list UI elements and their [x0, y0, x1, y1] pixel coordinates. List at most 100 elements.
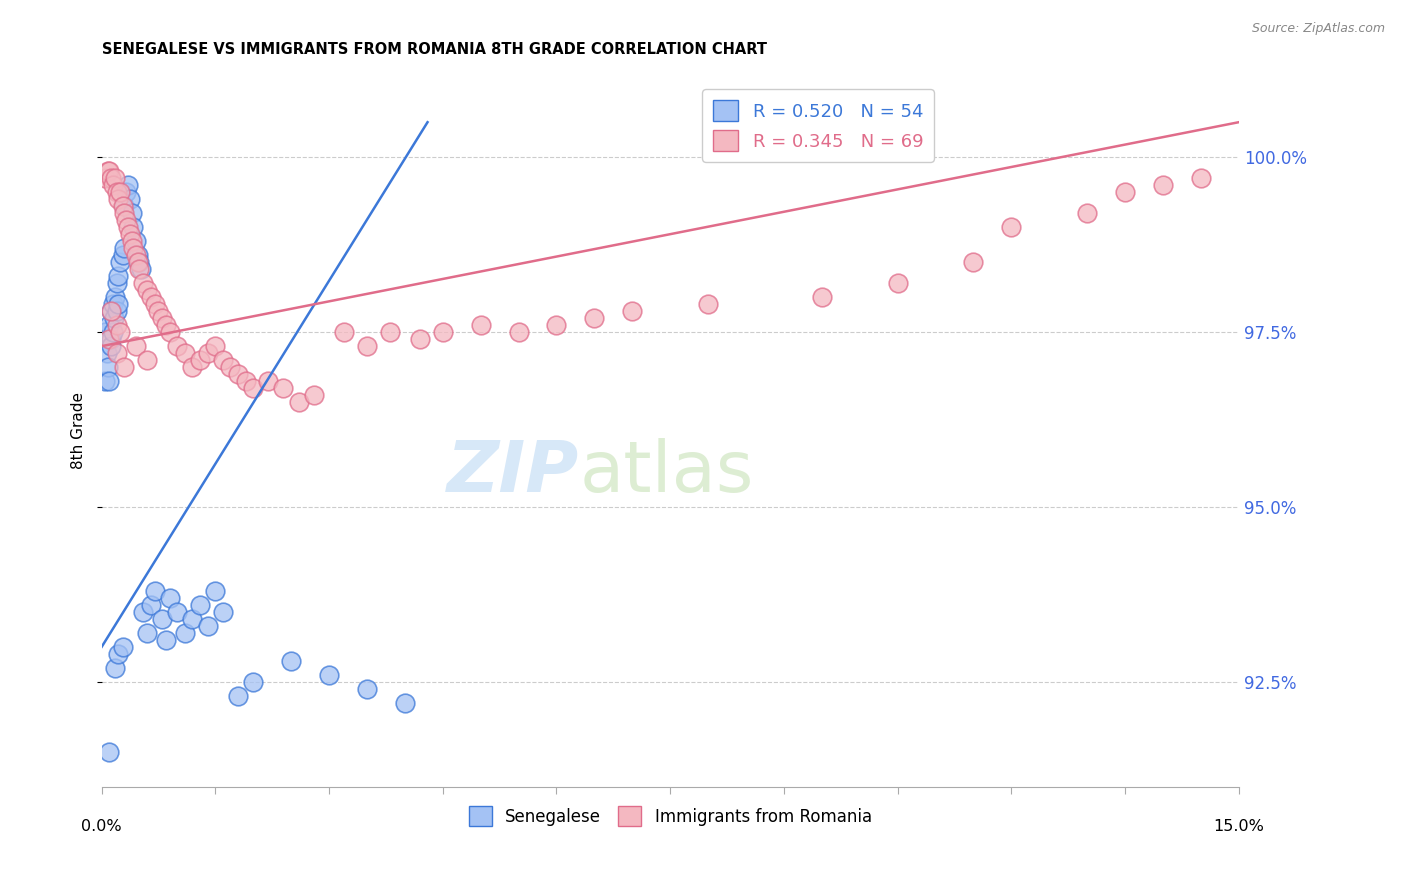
- Point: [117, 220, 139, 235]
- Point: [96, 346, 118, 360]
- Point: [159, 591, 181, 606]
- Point: [117, 178, 139, 193]
- Point: [112, 199, 135, 213]
- Point: [219, 360, 242, 375]
- Point: [333, 325, 356, 339]
- Point: [204, 339, 226, 353]
- Point: [124, 234, 146, 248]
- Point: [114, 185, 136, 199]
- Point: [103, 311, 125, 326]
- Point: [129, 262, 152, 277]
- Point: [621, 304, 644, 318]
- Point: [98, 745, 121, 759]
- Point: [143, 584, 166, 599]
- Point: [394, 696, 416, 710]
- Point: [107, 297, 129, 311]
- Point: [110, 325, 132, 339]
- Point: [128, 255, 150, 269]
- Point: [318, 668, 340, 682]
- Point: [139, 290, 162, 304]
- Point: [132, 605, 155, 619]
- Point: [302, 388, 325, 402]
- Point: [101, 325, 124, 339]
- Point: [432, 325, 454, 339]
- Point: [127, 255, 149, 269]
- Point: [97, 164, 120, 178]
- Point: [136, 353, 159, 368]
- Point: [107, 269, 129, 284]
- Point: [100, 332, 122, 346]
- Point: [132, 276, 155, 290]
- Point: [100, 304, 122, 318]
- Point: [166, 605, 188, 619]
- Point: [100, 171, 122, 186]
- Point: [104, 661, 127, 675]
- Point: [98, 332, 121, 346]
- Point: [143, 297, 166, 311]
- Text: ZIP: ZIP: [447, 439, 579, 508]
- Point: [242, 381, 264, 395]
- Point: [1114, 185, 1136, 199]
- Point: [211, 605, 233, 619]
- Point: [98, 164, 121, 178]
- Point: [97, 360, 120, 375]
- Point: [211, 353, 233, 368]
- Point: [127, 248, 149, 262]
- Point: [226, 689, 249, 703]
- Point: [150, 612, 173, 626]
- Point: [105, 185, 128, 199]
- Text: 0.0%: 0.0%: [82, 819, 122, 834]
- Point: [257, 374, 280, 388]
- Point: [150, 311, 173, 326]
- Point: [98, 374, 121, 388]
- Point: [139, 598, 162, 612]
- Point: [105, 346, 128, 360]
- Point: [280, 654, 302, 668]
- Point: [181, 360, 204, 375]
- Point: [962, 255, 984, 269]
- Point: [112, 241, 135, 255]
- Point: [105, 276, 128, 290]
- Point: [122, 241, 145, 255]
- Point: [166, 339, 188, 353]
- Point: [104, 290, 127, 304]
- Point: [128, 262, 150, 277]
- Point: [111, 199, 134, 213]
- Point: [1189, 171, 1212, 186]
- Point: [136, 626, 159, 640]
- Point: [124, 248, 146, 262]
- Point: [101, 297, 124, 311]
- Point: [114, 213, 136, 227]
- Point: [1076, 206, 1098, 220]
- Point: [111, 640, 134, 654]
- Point: [356, 339, 378, 353]
- Point: [188, 353, 211, 368]
- Point: [111, 248, 134, 262]
- Point: [159, 325, 181, 339]
- Point: [112, 360, 135, 375]
- Text: atlas: atlas: [579, 439, 754, 508]
- Point: [94, 325, 117, 339]
- Point: [136, 283, 159, 297]
- Point: [122, 220, 145, 235]
- Point: [273, 381, 295, 395]
- Point: [121, 234, 143, 248]
- Text: SENEGALESE VS IMMIGRANTS FROM ROMANIA 8TH GRADE CORRELATION CHART: SENEGALESE VS IMMIGRANTS FROM ROMANIA 8T…: [101, 42, 766, 57]
- Point: [110, 255, 132, 269]
- Point: [124, 339, 146, 353]
- Point: [121, 206, 143, 220]
- Point: [155, 633, 177, 648]
- Point: [583, 311, 606, 326]
- Point: [197, 346, 219, 360]
- Point: [174, 346, 197, 360]
- Point: [174, 626, 197, 640]
- Point: [105, 304, 128, 318]
- Text: 15.0%: 15.0%: [1213, 819, 1264, 834]
- Point: [287, 395, 309, 409]
- Point: [94, 171, 117, 186]
- Point: [110, 185, 132, 199]
- Point: [197, 619, 219, 633]
- Point: [120, 227, 142, 242]
- Y-axis label: 8th Grade: 8th Grade: [72, 392, 86, 468]
- Point: [697, 297, 720, 311]
